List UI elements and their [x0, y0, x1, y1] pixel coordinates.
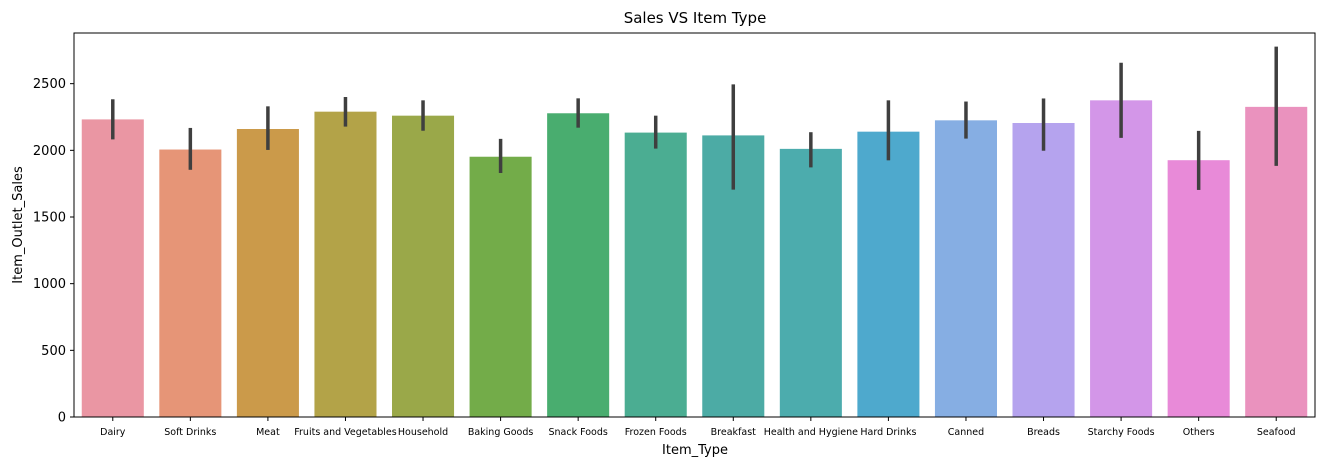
x-tick-label: Household	[398, 427, 448, 438]
x-tick-label: Fruits and Vegetables	[294, 427, 396, 438]
chart-title: Sales VS Item Type	[624, 9, 767, 27]
x-tick-label: Canned	[948, 427, 984, 438]
bar-meat	[236, 129, 299, 417]
y-tick-label: 2000	[33, 144, 66, 159]
x-tick-label: Breakfast	[711, 427, 756, 438]
y-tick-label: 1500	[33, 211, 66, 226]
bar-snack-foods	[547, 113, 610, 418]
y-tick-label: 1000	[33, 277, 66, 292]
bar-baking-goods	[469, 156, 532, 417]
x-tick-label: Meat	[256, 427, 280, 438]
error-bars-layer	[111, 46, 1278, 190]
x-tick-label: Baking Goods	[468, 427, 534, 438]
x-axis: Dairy Soft Drinks Meat Fruits and Vegetable…	[100, 417, 1296, 438]
x-tick-label: Seafood	[1257, 427, 1296, 438]
bar-fruits-and-vegetables	[314, 111, 377, 418]
x-tick-label: Dairy	[100, 427, 126, 438]
bar-hard-drinks	[857, 131, 920, 417]
bar-frozen-foods	[624, 132, 687, 417]
x-tick-label: Hard Drinks	[860, 427, 916, 438]
x-tick-label: Others	[1183, 427, 1215, 438]
y-axis-label: Item_Outlet_Sales	[11, 166, 26, 284]
y-tick-label: 0	[58, 411, 66, 426]
bar-health-and-hygiene	[779, 148, 842, 417]
x-tick-label: Soft Drinks	[164, 427, 216, 438]
y-tick-label: 2500	[33, 77, 66, 92]
bar-canned	[934, 120, 997, 417]
x-tick-label: Breads	[1027, 427, 1060, 438]
bar-starchy-foods	[1090, 100, 1153, 417]
bar-others	[1167, 160, 1230, 417]
x-tick-label: Starchy Foods	[1088, 427, 1155, 438]
x-tick-label: Snack Foods	[548, 427, 607, 438]
bar-soft-drinks	[159, 149, 222, 418]
x-tick-label: Frozen Foods	[625, 427, 687, 438]
x-tick-label: Health and Hygiene	[764, 427, 858, 438]
plot-frame	[73, 32, 1316, 418]
y-axis: 0 500 1000 1500 2000 2500	[33, 77, 74, 426]
bar-household	[392, 115, 455, 418]
y-tick-label: 500	[41, 344, 66, 359]
x-axis-label: Item_Type	[662, 443, 728, 458]
bars-layer	[81, 100, 1308, 418]
bar-breads	[1012, 123, 1075, 417]
bar-dairy	[81, 119, 144, 418]
